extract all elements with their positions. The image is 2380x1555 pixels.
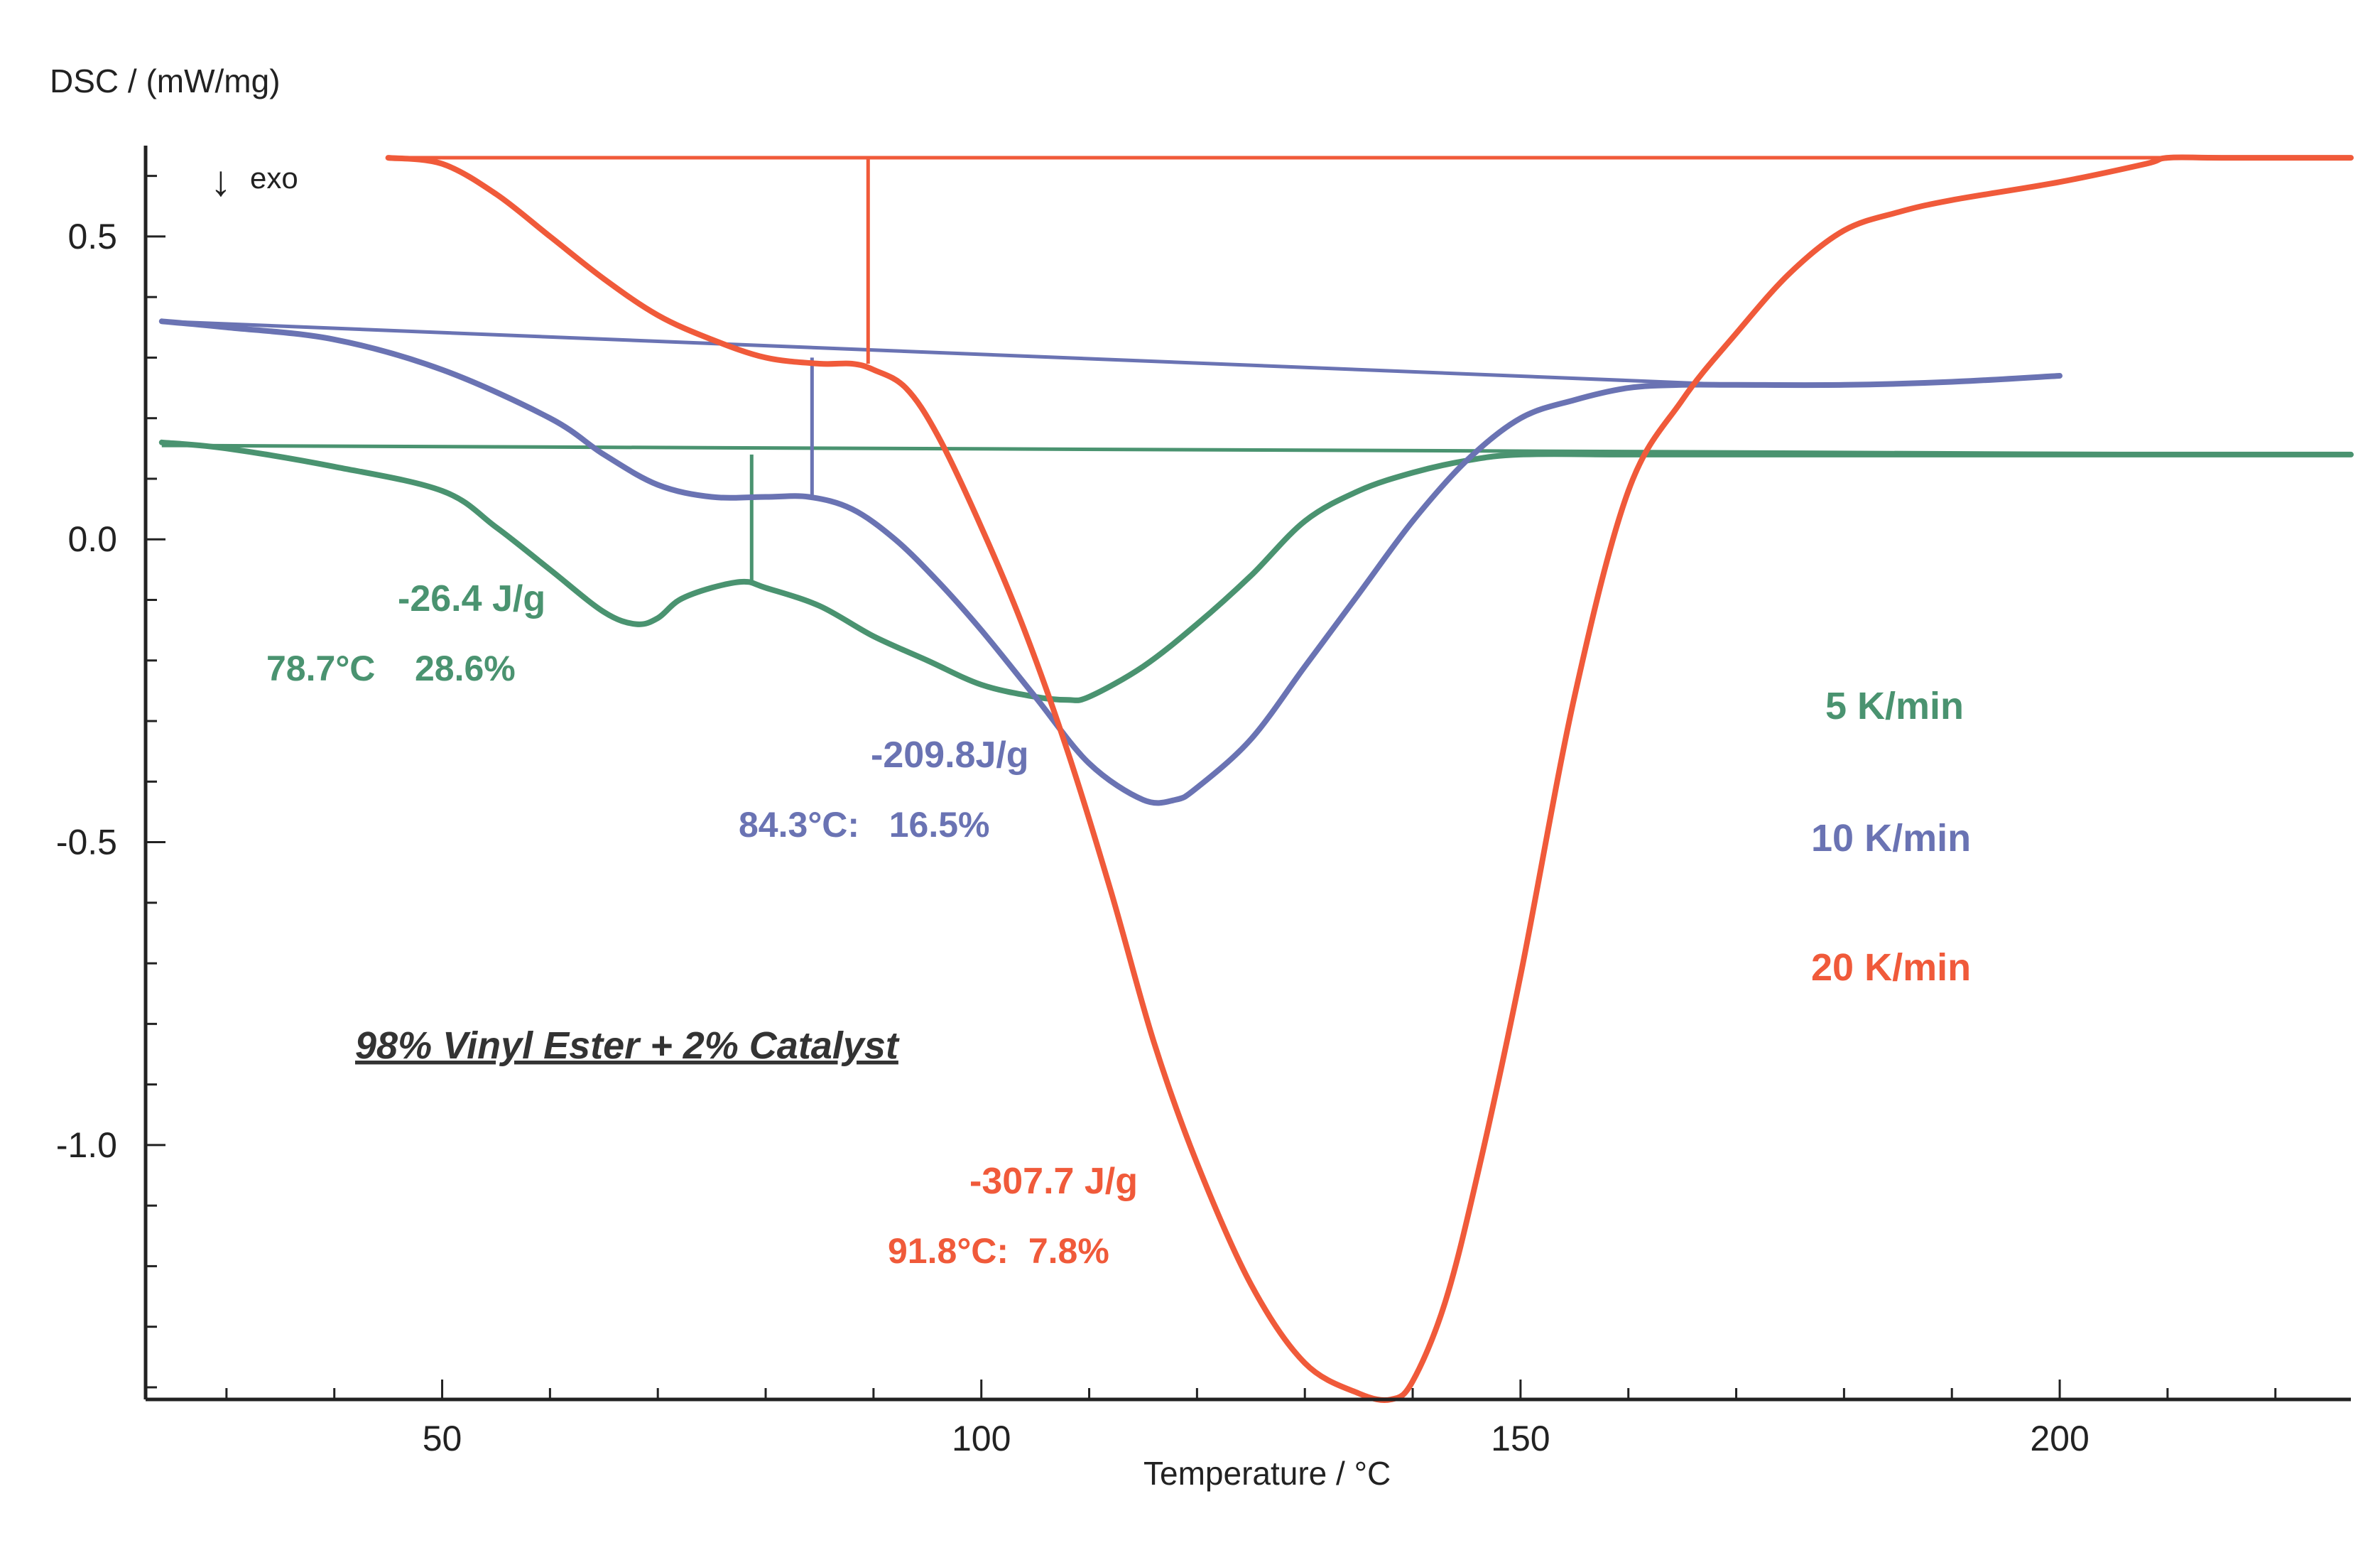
series-line-10-k-min	[158, 318, 2063, 806]
legend: 5 K/min 10 K/min 20 K/min	[1811, 685, 1971, 989]
annotation-20kmin: -307.7 J/g 91.8°C: 7.8%	[888, 1161, 1138, 1271]
chart-subtitle: 98% Vinyl Ester + 2% Catalyst	[355, 1024, 900, 1067]
annotation-20kmin-onset: 91.8°C: 7.8%	[888, 1231, 1109, 1271]
x-tick-label: 50	[423, 1419, 462, 1458]
y-tick-label: 0.5	[67, 217, 117, 256]
annotation-10kmin-enthalpy: -209.8J/g	[871, 735, 1029, 776]
x-axis-label: Temperature / °C	[1143, 1455, 1391, 1492]
y-tick-label: -0.5	[56, 823, 117, 862]
y-tick-label: 0.0	[67, 519, 117, 559]
annotation-10kmin: -209.8J/g 84.3°C: 16.5%	[739, 735, 1029, 845]
x-tick-label: 200	[2030, 1419, 2089, 1458]
exo-label: exo	[250, 161, 298, 195]
annotation-5kmin-enthalpy: -26.4 J/g	[398, 578, 545, 619]
series-line-20-k-min	[385, 154, 2354, 1404]
plot-layer	[158, 154, 2354, 1404]
annotation-10kmin-onset: 84.3°C: 16.5%	[739, 805, 990, 845]
legend-item-20kmin: 20 K/min	[1811, 946, 1971, 989]
x-axis-ticks: 50 100 150 200	[225, 1380, 2277, 1458]
x-tick-label: 150	[1491, 1419, 1550, 1458]
legend-item-10kmin: 10 K/min	[1811, 817, 1971, 860]
annotation-5kmin: -26.4 J/g 78.7°C 28.6%	[266, 578, 545, 688]
baseline-10-k-min	[161, 319, 1737, 387]
y-axis-label: DSC / (mW/mg)	[50, 63, 281, 99]
y-axis-ticks: 0.5 0.0 -0.5 -1.0	[56, 175, 165, 1389]
annotation-20kmin-enthalpy: -307.7 J/g	[969, 1161, 1138, 1202]
x-tick-label: 100	[952, 1419, 1011, 1458]
legend-item-5kmin: 5 K/min	[1825, 685, 1964, 727]
y-tick-label: -1.0	[56, 1125, 117, 1165]
series-line-5-k-min	[158, 439, 2354, 703]
exo-arrow-icon: ↓	[210, 157, 232, 205]
annotation-5kmin-onset: 78.7°C 28.6%	[266, 649, 516, 688]
